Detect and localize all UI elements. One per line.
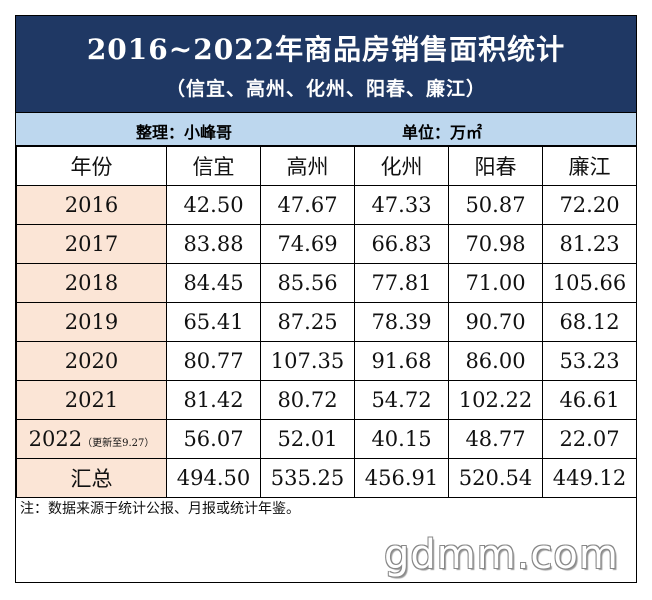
year-label: 2022 (28, 427, 83, 451)
value-cell: 87.25 (260, 302, 355, 342)
year-label: 2020 (64, 349, 119, 373)
column-header: 廉江 (542, 146, 637, 186)
value-cell: 48.77 (448, 419, 543, 459)
value-cell: 81.23 (542, 224, 637, 264)
value-cell: 47.33 (354, 185, 449, 225)
value-cell: 46.61 (542, 380, 637, 420)
value-cell: 50.87 (448, 185, 543, 225)
total-value-cell: 456.91 (354, 458, 449, 498)
year-cell: 2018 (16, 263, 167, 303)
value-cell: 74.69 (260, 224, 355, 264)
year-label: 2016 (64, 193, 119, 217)
value-cell: 52.01 (260, 419, 355, 459)
table-header-row: 年份 信宜 高州 化州 阳春 廉江 (16, 146, 637, 186)
year-cell: 2021 (16, 380, 167, 420)
value-cell: 77.81 (354, 263, 449, 303)
statistics-sheet: 2016~2022年商品房销售面积统计 （信宜、高州、化州、阳春、廉江） 整理：… (15, 15, 637, 583)
total-value-cell: 449.12 (542, 458, 637, 498)
value-cell: 80.77 (166, 341, 261, 381)
page-title: 2016~2022年商品房销售面积统计 (86, 33, 566, 66)
total-row: 汇总 494.50 535.25 456.91 520.54 449.12 (16, 458, 637, 498)
value-cell: 85.56 (260, 263, 355, 303)
watermark: gdmm.com (384, 532, 619, 578)
value-cell: 83.88 (166, 224, 261, 264)
table-body: 年份 信宜 高州 化州 阳春 廉江 2016 42.50 47.67 47.33 50.87 72.2… (16, 146, 637, 498)
year-label: 2017 (64, 232, 119, 256)
value-cell: 81.42 (166, 380, 261, 420)
value-cell: 68.12 (542, 302, 637, 342)
value-cell: 40.15 (354, 419, 449, 459)
column-header: 阳春 (448, 146, 543, 186)
value-cell: 84.45 (166, 263, 261, 303)
value-cell: 70.98 (448, 224, 543, 264)
value-cell: 91.68 (354, 341, 449, 381)
year-note: （更新至9.27） (82, 438, 155, 449)
table-row: 2020 80.77 107.35 91.68 86.00 53.23 (16, 341, 637, 381)
value-cell: 90.70 (448, 302, 543, 342)
value-cell: 71.00 (448, 263, 543, 303)
year-cell: 2019 (16, 302, 167, 342)
column-header: 高州 (260, 146, 355, 186)
year-cell: 2016 (16, 185, 167, 225)
total-value-cell: 535.25 (260, 458, 355, 498)
year-cell: 2017 (16, 224, 167, 264)
editor-label: 整理：小峰哥 (136, 123, 233, 142)
value-cell: 86.00 (448, 341, 543, 381)
page-subtitle: （信宜、高州、化州、阳春、廉江） (165, 78, 486, 100)
value-cell: 54.72 (354, 380, 449, 420)
year-cell: 2020 (16, 341, 167, 381)
table-row: 2018 84.45 85.56 77.81 71.00 105.66 (16, 263, 637, 303)
value-cell: 56.07 (166, 419, 261, 459)
table-row: 2021 81.42 80.72 54.72 102.22 46.61 (16, 380, 637, 420)
total-value-cell: 520.54 (448, 458, 543, 498)
column-header: 信宜 (166, 146, 261, 186)
value-cell: 42.50 (166, 185, 261, 225)
value-cell: 22.07 (542, 419, 637, 459)
year-cell: 2022（更新至9.27） (16, 419, 167, 459)
value-cell: 53.23 (542, 341, 637, 381)
table-row: 2017 83.88 74.69 66.83 70.98 81.23 (16, 224, 637, 264)
value-cell: 47.67 (260, 185, 355, 225)
value-cell: 72.20 (542, 185, 637, 225)
table-row: 2019 65.41 87.25 78.39 90.70 68.12 (16, 302, 637, 342)
total-label: 汇总 (16, 458, 167, 498)
footnote: 注：数据来源于统计公报、月报或统计年鉴。 (20, 501, 300, 517)
title-band: 2016~2022年商品房销售面积统计 （信宜、高州、化州、阳春、廉江） (16, 16, 636, 112)
total-value-cell: 494.50 (166, 458, 261, 498)
column-header: 化州 (354, 146, 449, 186)
column-header: 年份 (16, 146, 167, 186)
value-cell: 66.83 (354, 224, 449, 264)
value-cell: 80.72 (260, 380, 355, 420)
info-band: 整理：小峰哥 单位：万㎡ (16, 112, 636, 146)
value-cell: 65.41 (166, 302, 261, 342)
value-cell: 105.66 (542, 263, 637, 303)
year-label: 2018 (64, 271, 119, 295)
table-row: 2016 42.50 47.67 47.33 50.87 72.20 (16, 185, 637, 225)
value-cell: 102.22 (448, 380, 543, 420)
year-label: 2021 (64, 388, 119, 412)
table-row: 2022（更新至9.27） 56.07 52.01 40.15 48.77 22.07 (16, 419, 637, 459)
unit-label: 单位：万㎡ (402, 123, 483, 142)
value-cell: 107.35 (260, 341, 355, 381)
data-table: 年份 信宜 高州 化州 阳春 廉江 2016 42.50 47.67 47.33 50.87 72.2… (16, 146, 637, 498)
value-cell: 78.39 (354, 302, 449, 342)
year-label: 2019 (64, 310, 119, 334)
